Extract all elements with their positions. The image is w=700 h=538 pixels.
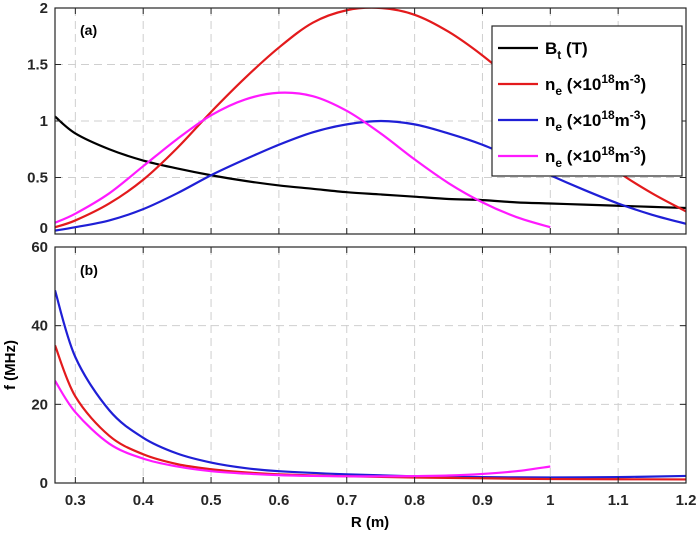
panel-b-series — [55, 289, 686, 481]
legend-entry-ne-red: ne (×1018m-3) — [545, 72, 646, 98]
panel-b-label: (b) — [80, 262, 98, 278]
x-tick-label: 1 — [546, 492, 554, 509]
y-tick-label: 60 — [31, 239, 48, 256]
y-tick-label: 1 — [40, 113, 48, 130]
series-line-a-3 — [55, 91, 551, 229]
legend: Bt (T) ne (×1018m-3) ne (×1018m-3) ne (×… — [491, 25, 683, 177]
series-line-b-0 — [55, 289, 686, 479]
legend-entry-ne-blue: ne (×1018m-3) — [545, 108, 646, 134]
legend-entry-ne-magenta: ne (×1018m-3) — [545, 144, 646, 170]
y-tick-label: 40 — [31, 318, 48, 335]
x-tick-label: 1.2 — [676, 492, 697, 509]
x-tick-label: 0.6 — [268, 492, 289, 509]
y-tick-label: 0 — [40, 220, 48, 237]
panel-b-grid — [55, 247, 686, 483]
x-tick-label: 0.4 — [133, 492, 155, 509]
x-tick-label: 0.5 — [201, 492, 222, 509]
series-line-b-2 — [55, 380, 551, 478]
panel-b-frame — [54, 246, 687, 484]
y-tick-label: 0 — [40, 475, 48, 492]
x-tick-label: 0.9 — [472, 492, 493, 509]
legend-box — [491, 25, 683, 177]
panel-a-label: (a) — [80, 22, 97, 38]
y-tick-label: 1.5 — [27, 57, 48, 74]
panel-b-ticks: 0.3 0.4 0.5 0.6 0.7 0.8 0.9 1 1.1 1.2 0 20 40 60 — [31, 239, 696, 509]
legend-entry-bt: Bt (T) — [545, 39, 588, 62]
x-tick-label: 0.3 — [65, 492, 86, 509]
y-axis-label: f (MHz) — [2, 340, 19, 390]
panel-a-chart: 0 0.5 1 1.5 2 (a) Bt (T) ne (×1018m-3) ne (×… — [27, 0, 687, 237]
x-tick-label: 0.8 — [404, 492, 425, 509]
series-line-a-0 — [55, 115, 686, 210]
y-tick-label: 20 — [31, 396, 48, 413]
series-line-b-1 — [55, 344, 686, 481]
x-tick-label: 0.7 — [336, 492, 357, 509]
x-tick-label: 1.1 — [608, 492, 629, 509]
y-tick-label: 2 — [40, 0, 48, 17]
x-axis-label: R (m) — [351, 514, 389, 531]
y-tick-label: 0.5 — [27, 170, 48, 187]
